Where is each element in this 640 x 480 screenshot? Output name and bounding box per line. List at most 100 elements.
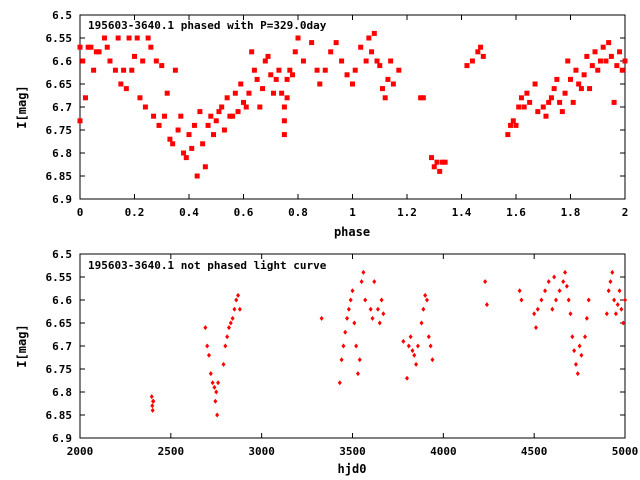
data-point — [405, 375, 409, 381]
data-point — [126, 35, 132, 41]
data-point — [524, 90, 530, 96]
data-point — [370, 315, 375, 321]
data-points — [149, 269, 627, 418]
data-point — [224, 95, 230, 101]
data-point — [337, 380, 342, 386]
data-point — [197, 109, 203, 115]
data-point — [284, 95, 290, 101]
data-point — [121, 67, 127, 73]
data-point — [540, 104, 546, 110]
data-point — [584, 315, 589, 321]
data-point — [619, 306, 624, 312]
data-point — [603, 58, 609, 64]
plot-frame — [79, 253, 626, 439]
y-tick-label: 6.9 — [52, 432, 72, 445]
data-point — [372, 279, 377, 285]
data-point — [617, 49, 623, 55]
data-point — [268, 72, 274, 78]
data-point — [150, 407, 155, 413]
data-points — [77, 30, 628, 179]
data-point — [213, 118, 219, 124]
x-tick-label: 3500 — [339, 445, 366, 458]
data-point — [396, 67, 402, 73]
data-point — [415, 343, 420, 349]
data-point — [346, 306, 351, 312]
data-point — [118, 81, 124, 87]
data-point — [287, 67, 293, 73]
y-tick-label: 6.55 — [46, 271, 73, 284]
data-point — [205, 122, 211, 128]
y-tick-label: 6.75 — [46, 124, 73, 137]
data-point — [480, 53, 486, 59]
data-point — [475, 49, 481, 55]
data-point — [434, 159, 440, 165]
data-point — [262, 58, 268, 64]
data-point — [575, 371, 580, 377]
data-point — [212, 384, 217, 390]
data-point — [358, 44, 364, 50]
data-point — [377, 63, 383, 69]
data-point — [183, 155, 189, 161]
data-point — [557, 288, 562, 294]
data-point — [518, 95, 524, 101]
data-point — [208, 371, 213, 377]
data-point — [189, 145, 195, 151]
data-point — [587, 86, 593, 92]
data-point — [592, 49, 598, 55]
data-point — [363, 58, 369, 64]
data-point — [508, 122, 514, 128]
data-point — [317, 81, 323, 87]
data-point — [93, 49, 99, 55]
data-point — [151, 398, 156, 404]
data-point — [379, 86, 385, 92]
y-tick-label: 6.6 — [52, 294, 72, 307]
data-point — [554, 76, 560, 82]
y-tick-label: 6.7 — [52, 101, 72, 114]
data-point — [134, 35, 140, 41]
data-point — [150, 403, 155, 409]
data-point — [551, 86, 557, 92]
data-point — [348, 297, 353, 303]
data-point — [314, 67, 320, 73]
x-tick-label: 1 — [349, 206, 356, 219]
y-tick-label: 6.85 — [46, 170, 73, 183]
y-tick-label: 6.75 — [46, 363, 73, 376]
x-tick-label: 3000 — [248, 445, 275, 458]
data-point — [622, 58, 628, 64]
data-point — [345, 315, 350, 321]
data-point — [213, 398, 218, 404]
data-point — [319, 315, 324, 321]
data-point — [352, 320, 357, 326]
data-point — [352, 67, 358, 73]
unphased-light-curve-chart: 195603-3640.1 not phased light curve hjd… — [15, 248, 638, 476]
data-point — [420, 95, 426, 101]
data-point — [406, 343, 411, 349]
data-point — [200, 141, 206, 147]
data-point — [249, 49, 255, 55]
data-point — [80, 58, 86, 64]
data-point — [85, 44, 91, 50]
data-point — [175, 127, 181, 133]
data-point — [564, 283, 569, 289]
data-point — [562, 90, 568, 96]
data-point — [194, 173, 200, 179]
x-tick-label: 1.4 — [452, 206, 472, 219]
data-point — [300, 58, 306, 64]
data-point — [578, 86, 584, 92]
data-point — [206, 352, 211, 358]
data-point — [102, 35, 108, 41]
y-axis-label: I[mag] — [15, 324, 29, 367]
axis-ticks: 0 0.2 0.4 0.6 0.8 1 1.2 1.4 1.6 1.8 2 6.5 6.55 6.6 6.6… — [46, 9, 629, 219]
data-point — [478, 44, 484, 50]
data-point — [290, 72, 296, 78]
data-point — [430, 357, 435, 363]
data-point — [254, 76, 260, 82]
data-point — [606, 288, 611, 294]
data-point — [369, 49, 375, 55]
data-point — [232, 90, 238, 96]
data-point — [292, 49, 298, 55]
data-point — [410, 348, 415, 354]
data-point — [408, 334, 413, 340]
y-tick-label: 6.6 — [52, 55, 72, 68]
data-point — [513, 122, 519, 128]
